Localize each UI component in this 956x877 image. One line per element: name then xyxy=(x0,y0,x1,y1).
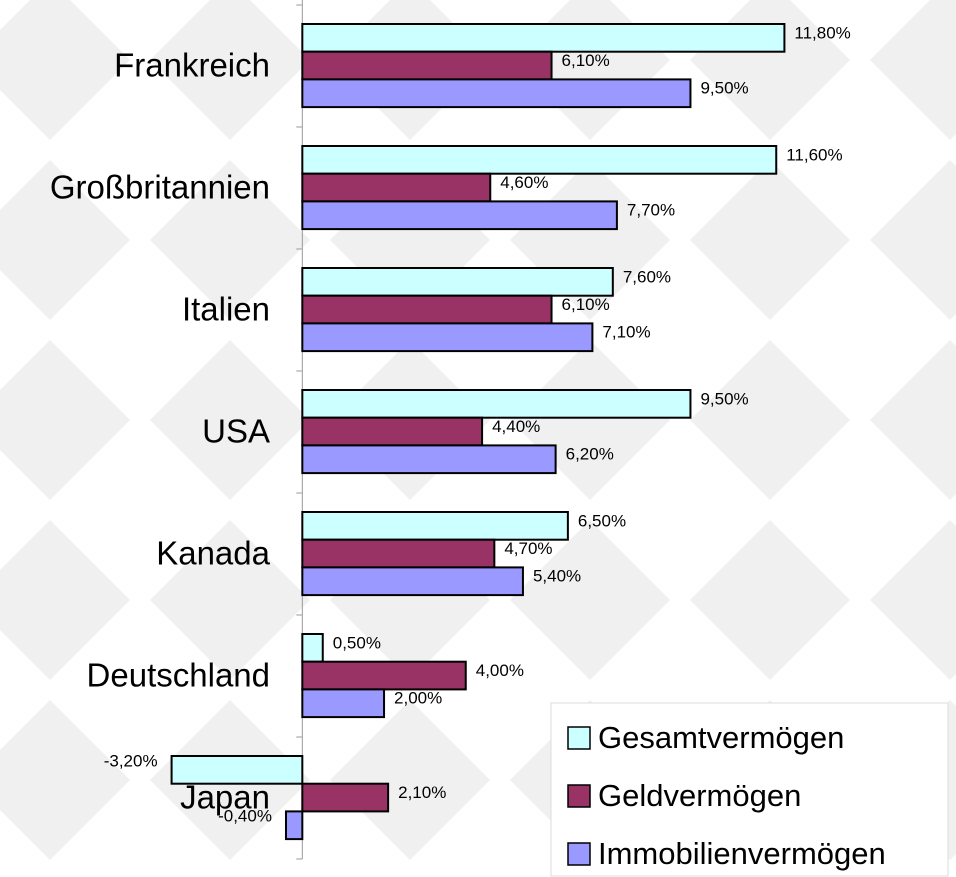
value-label: 11,80% xyxy=(794,23,850,42)
bar xyxy=(301,294,553,325)
bar xyxy=(301,172,492,203)
value-label: 4,60% xyxy=(500,173,548,192)
bar xyxy=(301,78,692,109)
bar xyxy=(301,145,778,175)
plot-area: Frankreich 11,80% 6,10% 9,50% Großbritannien… xyxy=(50,0,851,860)
value-label: 7,60% xyxy=(623,267,671,286)
bar xyxy=(301,660,467,691)
legend-swatch xyxy=(567,842,591,866)
value-label: 5,40% xyxy=(533,567,581,586)
category-label: Frankreich xyxy=(114,47,270,84)
bar xyxy=(301,538,496,569)
category-label: Großbritannien xyxy=(50,169,270,206)
value-label: 2,00% xyxy=(394,689,442,708)
bar xyxy=(284,810,304,841)
bar xyxy=(301,511,569,541)
value-label: 4,70% xyxy=(504,539,552,558)
bar xyxy=(301,416,484,447)
legend-label: Geldvermögen xyxy=(598,778,801,813)
category-label: Italien xyxy=(182,291,270,328)
bar xyxy=(301,633,324,663)
value-label: 6,50% xyxy=(578,511,626,530)
bar xyxy=(301,566,524,597)
bar xyxy=(301,267,614,297)
bar xyxy=(301,782,390,813)
value-label: 11,60% xyxy=(786,145,842,164)
value-label: -0,40% xyxy=(218,807,272,826)
bar xyxy=(301,200,618,231)
value-label: 7,70% xyxy=(627,201,675,220)
value-label: 4,40% xyxy=(492,417,540,436)
value-label: 2,10% xyxy=(398,783,446,802)
value-label: 0,50% xyxy=(333,633,381,652)
bar xyxy=(301,50,553,81)
value-label: 4,00% xyxy=(476,661,524,680)
legend-box xyxy=(550,702,949,877)
bar xyxy=(301,322,594,353)
category-label: USA xyxy=(202,413,270,450)
category-label: Japan xyxy=(180,779,270,816)
value-label: 7,10% xyxy=(602,323,650,342)
legend-label: Gesamtvermögen xyxy=(598,720,844,755)
legend-label: Immobilienvermögen xyxy=(598,836,886,871)
value-label: 6,10% xyxy=(562,295,610,314)
legend-swatch xyxy=(567,784,591,808)
bar xyxy=(301,444,557,475)
value-label: -3,20% xyxy=(104,751,158,770)
bar xyxy=(301,389,692,419)
value-label: 9,50% xyxy=(700,79,748,98)
bar xyxy=(301,23,786,53)
bar xyxy=(301,688,386,719)
value-label: 6,10% xyxy=(562,51,610,70)
value-label: 6,20% xyxy=(566,445,614,464)
category-label: Kanada xyxy=(156,535,270,572)
legend-swatch xyxy=(567,726,591,750)
category-label: Deutschland xyxy=(87,657,270,694)
legend: Gesamtvermögen Geldvermögen Immobilienverm… xyxy=(550,702,949,877)
value-label: 9,50% xyxy=(700,389,748,408)
bar xyxy=(170,755,304,785)
